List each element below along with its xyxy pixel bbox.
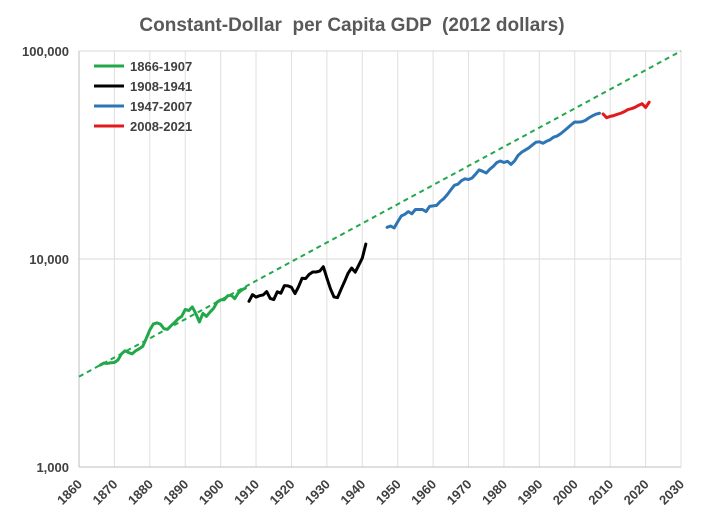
x-tick-label-1860: 1860 <box>54 477 85 508</box>
legend-label-2008-2021: 2008-2021 <box>130 119 192 134</box>
legend: 1866-1907 1908-1941 1947-2007 2008-2021 <box>94 59 192 134</box>
x-tick-label-2010: 2010 <box>585 477 616 508</box>
series-line-2008-2021 <box>601 100 651 120</box>
x-tick-label-1970: 1970 <box>444 477 475 508</box>
trend-line <box>78 50 682 378</box>
x-tick-label-1890: 1890 <box>160 477 191 508</box>
x-tick-label-1900: 1900 <box>196 477 227 508</box>
x-tick-label-1930: 1930 <box>302 477 333 508</box>
x-tick-label-1880: 1880 <box>125 477 156 508</box>
x-tick-label-1940: 1940 <box>337 477 368 508</box>
legend-label-1866-1907: 1866-1907 <box>130 59 192 74</box>
x-tick-label-2030: 2030 <box>656 477 687 508</box>
x-tick-label-1960: 1960 <box>408 477 439 508</box>
chart-title: Constant-Dollar per Capita GDP (2012 dol… <box>139 15 564 36</box>
legend-label-1947-2007: 1947-2007 <box>130 99 192 114</box>
y-tick-label-1000: 1,000 <box>36 460 69 475</box>
x-tick-label-1990: 1990 <box>514 477 545 508</box>
x-tick-label-1920: 1920 <box>267 477 298 508</box>
series-layer <box>78 50 682 378</box>
series-line-1947-2007 <box>385 111 602 230</box>
x-tick-label-1870: 1870 <box>89 477 120 508</box>
legend-label-1908-1941: 1908-1941 <box>130 79 192 94</box>
x-tick-label-1910: 1910 <box>231 477 262 508</box>
series-line-1908-1941 <box>247 242 368 303</box>
y-tick-label-100000: 100,000 <box>22 44 69 59</box>
x-tick-label-1980: 1980 <box>479 477 510 508</box>
y-tick-label-10000: 10,000 <box>29 252 69 267</box>
x-tick-label-2000: 2000 <box>550 477 581 508</box>
x-tick-label-1950: 1950 <box>373 477 404 508</box>
series-line-1866-1907 <box>98 286 247 367</box>
x-tick-label-2020: 2020 <box>621 477 652 508</box>
